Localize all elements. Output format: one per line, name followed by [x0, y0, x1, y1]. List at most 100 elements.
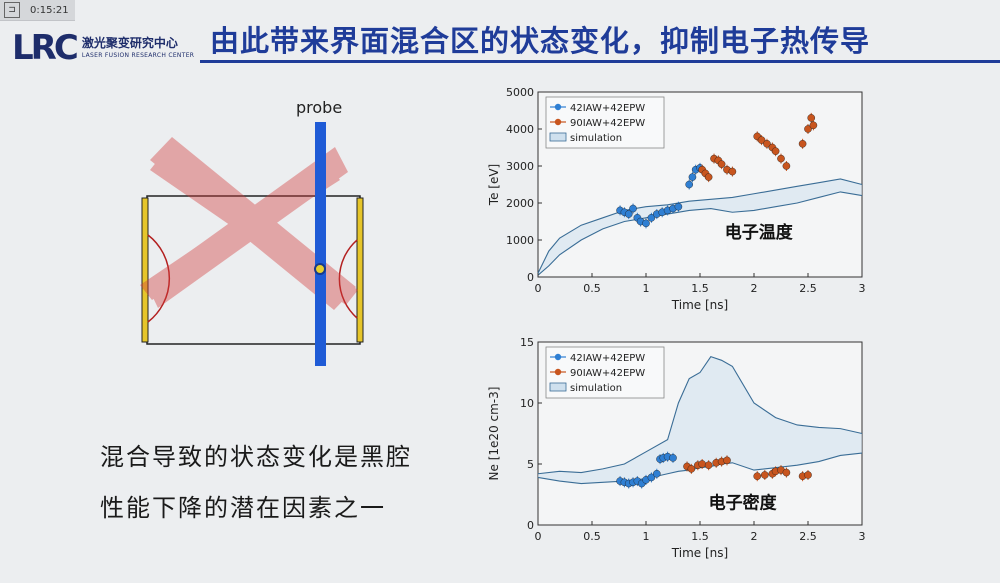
x-tick-label: 1.5 — [691, 530, 709, 543]
elapsed-time: 0:15:21 — [30, 4, 69, 16]
electron-temperature-chart: 0 0.5 1 1.5 2 2.5 3 0 1000 2000 3000 4000 5000 Time [… — [487, 86, 866, 312]
data-point — [782, 468, 791, 477]
x-tick-label: 1 — [643, 530, 650, 543]
x-axis-label: Time [ns] — [671, 298, 728, 312]
x-tick-label: 1.5 — [691, 282, 709, 295]
left-wall — [141, 197, 149, 343]
chart-annotation: 电子密度 — [709, 492, 778, 513]
data-point — [647, 213, 656, 222]
y-tick-label: 5000 — [506, 86, 534, 99]
simulation-band-fill — [538, 178, 862, 276]
x-tick-label: 2 — [751, 530, 758, 543]
probe-point — [314, 263, 326, 275]
data-point — [728, 167, 737, 176]
presenter-toolbar: ⊐ 0:15:21 — [0, 0, 75, 21]
x-tick-label: 2.5 — [799, 282, 817, 295]
logo-mark: LRC — [12, 28, 79, 68]
x-axis-label: Time [ns] — [671, 546, 728, 560]
right-mix-arc — [338, 239, 358, 319]
data-point — [804, 125, 812, 133]
laser-beam-3 — [146, 147, 348, 308]
data-point — [629, 204, 637, 213]
legend-label: 90IAW+42EPW — [570, 368, 645, 379]
body-text-line-2: 性能下降的潜在因素之一 — [100, 494, 386, 522]
data-point — [717, 160, 726, 168]
data-point — [688, 173, 697, 181]
laser-beams — [140, 137, 358, 310]
y-axis-label: Ne [1e20 cm-3] — [487, 387, 501, 481]
x-tick-label: 0 — [535, 282, 542, 295]
x-tick-label: 0.5 — [583, 530, 601, 543]
probe-beam — [315, 122, 326, 366]
data-point — [723, 456, 731, 465]
legend-swatch-band — [549, 132, 567, 142]
simulation-band-fill — [538, 356, 862, 484]
data-point — [674, 202, 683, 211]
data-point — [669, 454, 677, 462]
data-point — [763, 140, 771, 148]
data-point — [760, 471, 769, 479]
data-point — [685, 180, 693, 189]
data-point — [804, 471, 812, 479]
y-tick-label: 2000 — [506, 197, 534, 210]
y-tick-label: 15 — [520, 336, 534, 349]
data-point — [624, 210, 633, 218]
right-wall — [356, 197, 364, 343]
x-tick-label: 2.5 — [799, 530, 817, 543]
title-underline — [200, 60, 1000, 63]
laser-beam-1 — [150, 137, 356, 310]
data-point — [757, 136, 766, 144]
data-point — [642, 219, 650, 228]
electron-density-chart: 0 0.5 1 1.5 2 2.5 3 0 5 10 15 Time [ns] Ne [1e20 cm-… — [487, 336, 866, 560]
y-axis-label: Te [eV] — [487, 164, 501, 206]
y-tick-label: 1000 — [506, 234, 534, 247]
data-point — [809, 121, 818, 130]
data-point — [647, 473, 656, 482]
y-tick-label: 10 — [520, 397, 534, 410]
window-icon[interactable]: ⊐ — [4, 2, 20, 18]
x-tick-label: 2 — [751, 282, 758, 295]
legend-swatch-marker — [554, 103, 562, 111]
x-tick-label: 0 — [535, 530, 542, 543]
slide-title: 由此带来界面混合区的状态变化，抑制电子热传导 — [210, 24, 871, 58]
hohlraum-diagram: probe — [140, 98, 364, 366]
data-point — [782, 162, 791, 170]
simulation-upper-line — [537, 355, 863, 475]
data-point — [807, 114, 816, 122]
logo-english-name: LASER FUSION RESEARCH CENTER — [81, 52, 195, 59]
data-point — [771, 147, 780, 155]
legend-swatch-marker — [554, 353, 562, 361]
legend-label: simulation — [570, 383, 622, 394]
x-tick-label: 1 — [643, 282, 650, 295]
data-point — [698, 460, 706, 468]
chart-annotation: 电子温度 — [725, 222, 794, 243]
legend-label: simulation — [570, 133, 622, 144]
x-tick-label: 3 — [859, 282, 866, 295]
data-point — [798, 140, 807, 148]
y-tick-label: 4000 — [506, 123, 534, 136]
simulation-upper-line — [537, 178, 863, 274]
x-tick-label: 3 — [859, 530, 866, 543]
legend-label: 90IAW+42EPW — [570, 118, 645, 129]
simulation-lower-line — [537, 191, 863, 276]
left-mix-arc — [147, 234, 171, 323]
body-text-line-1: 混合导致的状态变化是黑腔 — [100, 443, 412, 471]
data-point — [652, 469, 661, 478]
y-tick-label: 0 — [527, 519, 534, 532]
legend-swatch-marker — [554, 118, 562, 126]
laser-beam-2 — [150, 155, 358, 305]
legend-label: 42IAW+42EPW — [570, 103, 645, 114]
data-point — [777, 154, 785, 163]
institution-logo: LRC 激光聚变研究中心 LASER FUSION RESEARCH CENTE… — [12, 28, 194, 68]
data-point — [687, 465, 696, 473]
y-tick-label: 0 — [527, 271, 534, 284]
data-point — [704, 461, 713, 470]
y-tick-label: 3000 — [506, 160, 534, 173]
logo-chinese-name: 激光聚变研究中心 — [81, 36, 178, 50]
probe-label: probe — [296, 98, 342, 117]
y-tick-label: 5 — [527, 458, 534, 471]
data-point — [704, 173, 713, 181]
x-tick-label: 0.5 — [583, 282, 601, 295]
legend-swatch-band — [549, 382, 567, 392]
data-point — [753, 472, 762, 480]
